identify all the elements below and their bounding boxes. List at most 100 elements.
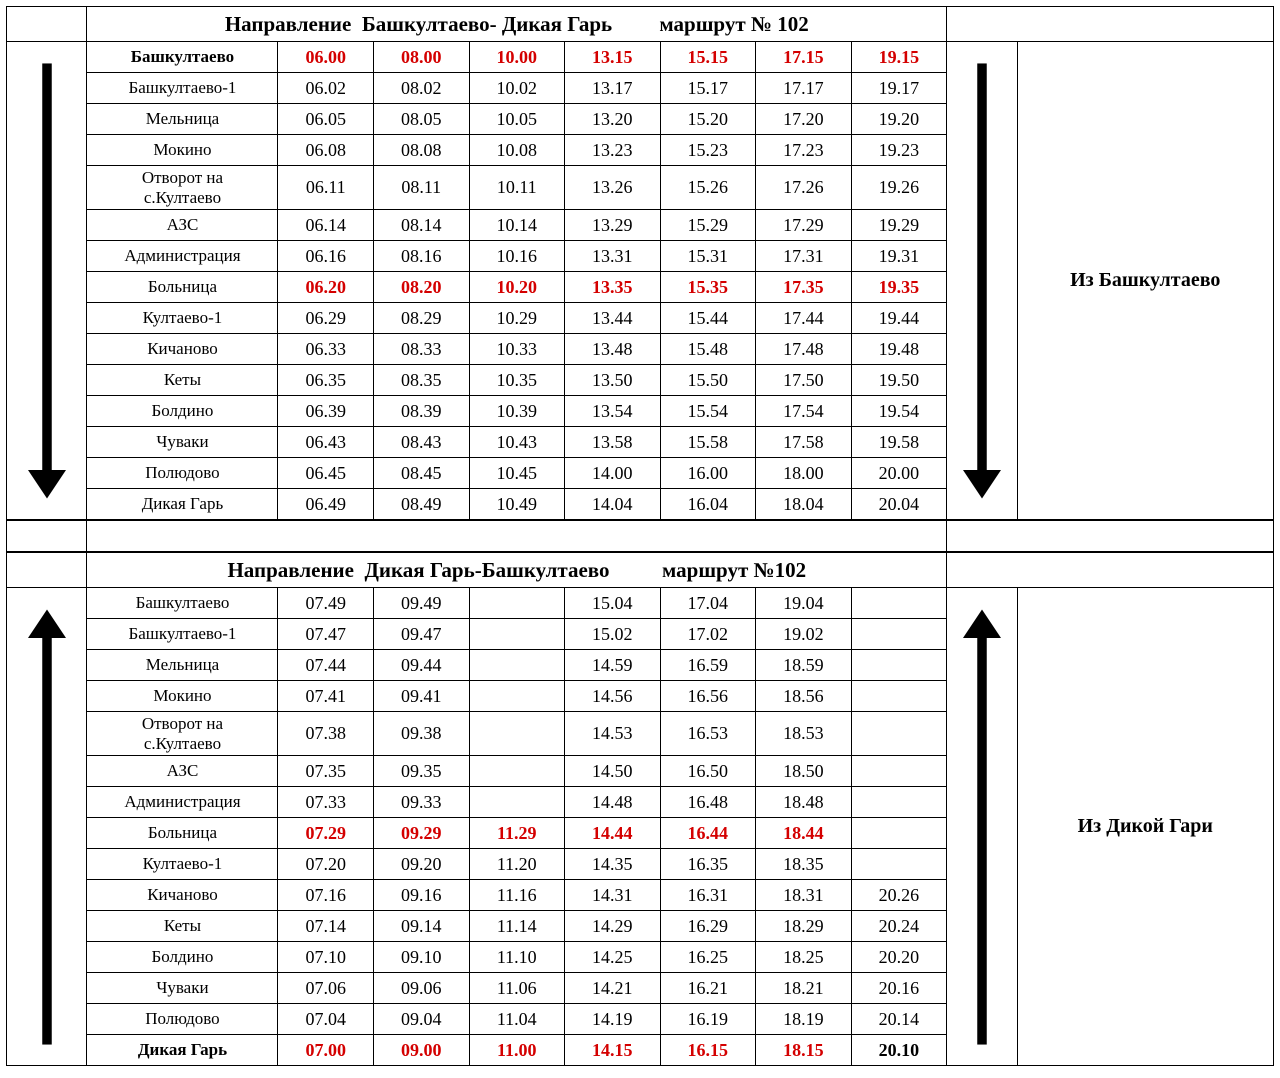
stop-name: Кичаново <box>87 334 278 365</box>
time-cell: 17.48 <box>756 334 852 365</box>
time-cell: 08.08 <box>374 135 470 166</box>
time-cell: 10.11 <box>469 166 565 210</box>
time-cell: 13.17 <box>565 73 661 104</box>
time-cell: 20.20 <box>851 942 947 973</box>
stop-name: Култаево-1 <box>87 849 278 880</box>
time-cell: 18.50 <box>756 756 852 787</box>
time-cell: 09.14 <box>374 911 470 942</box>
time-cell: 18.48 <box>756 787 852 818</box>
time-cell: 13.31 <box>565 241 661 272</box>
time-cell: 13.58 <box>565 427 661 458</box>
time-cell: 07.14 <box>278 911 374 942</box>
time-cell: 16.59 <box>660 650 756 681</box>
time-cell: 09.29 <box>374 818 470 849</box>
time-cell: 06.00 <box>278 42 374 73</box>
time-cell: 07.38 <box>278 712 374 756</box>
time-cell: 10.00 <box>469 42 565 73</box>
time-cell: 17.44 <box>756 303 852 334</box>
stop-name: Башкултаево-1 <box>87 619 278 650</box>
time-cell: 14.21 <box>565 973 661 1004</box>
time-cell <box>469 681 565 712</box>
time-cell: 18.15 <box>756 1035 852 1066</box>
time-cell: 16.48 <box>660 787 756 818</box>
time-cell: 09.10 <box>374 942 470 973</box>
time-cell: 18.29 <box>756 911 852 942</box>
time-cell: 10.08 <box>469 135 565 166</box>
stop-name: Отворот нас.Култаево <box>87 166 278 210</box>
time-cell: 15.23 <box>660 135 756 166</box>
stop-name: Башкултаево <box>87 42 278 73</box>
time-cell: 17.20 <box>756 104 852 135</box>
time-cell: 17.50 <box>756 365 852 396</box>
time-cell: 15.54 <box>660 396 756 427</box>
time-cell: 07.33 <box>278 787 374 818</box>
stop-name: Администрация <box>87 241 278 272</box>
header-right-blank <box>947 553 1274 588</box>
time-cell: 14.15 <box>565 1035 661 1066</box>
time-cell: 09.44 <box>374 650 470 681</box>
time-cell: 15.58 <box>660 427 756 458</box>
time-cell: 20.24 <box>851 911 947 942</box>
time-cell: 11.29 <box>469 818 565 849</box>
time-cell: 19.58 <box>851 427 947 458</box>
header-left-blank <box>7 553 87 588</box>
stop-name: Мокино <box>87 681 278 712</box>
time-cell: 17.31 <box>756 241 852 272</box>
header-left-blank <box>7 7 87 42</box>
time-cell: 19.20 <box>851 104 947 135</box>
time-cell: 15.26 <box>660 166 756 210</box>
time-cell <box>851 619 947 650</box>
time-cell: 16.00 <box>660 458 756 489</box>
time-cell: 19.15 <box>851 42 947 73</box>
time-cell: 10.02 <box>469 73 565 104</box>
time-cell: 09.33 <box>374 787 470 818</box>
time-cell: 13.26 <box>565 166 661 210</box>
stop-name: Администрация <box>87 787 278 818</box>
time-cell: 08.29 <box>374 303 470 334</box>
stop-name: Болдино <box>87 396 278 427</box>
time-cell: 07.00 <box>278 1035 374 1066</box>
time-cell: 17.04 <box>660 588 756 619</box>
time-cell: 08.35 <box>374 365 470 396</box>
section-spacer <box>6 520 1274 552</box>
time-cell: 11.04 <box>469 1004 565 1035</box>
schedule-table-2: Направление Дикая Гарь-Башкултаево маршр… <box>6 552 1274 1066</box>
time-cell: 06.45 <box>278 458 374 489</box>
stop-name: Башкултаево-1 <box>87 73 278 104</box>
time-cell: 14.44 <box>565 818 661 849</box>
time-cell: 18.53 <box>756 712 852 756</box>
time-cell: 19.26 <box>851 166 947 210</box>
stop-name: Кеты <box>87 911 278 942</box>
time-cell: 14.50 <box>565 756 661 787</box>
time-cell: 18.31 <box>756 880 852 911</box>
time-cell: 14.53 <box>565 712 661 756</box>
time-cell <box>851 650 947 681</box>
time-cell: 06.49 <box>278 489 374 520</box>
time-cell: 18.00 <box>756 458 852 489</box>
time-cell: 16.44 <box>660 818 756 849</box>
time-cell: 09.06 <box>374 973 470 1004</box>
time-cell: 17.02 <box>660 619 756 650</box>
time-cell: 17.58 <box>756 427 852 458</box>
time-cell: 17.26 <box>756 166 852 210</box>
time-cell: 14.35 <box>565 849 661 880</box>
time-cell: 18.56 <box>756 681 852 712</box>
time-cell: 09.38 <box>374 712 470 756</box>
time-cell: 09.20 <box>374 849 470 880</box>
time-cell: 10.14 <box>469 210 565 241</box>
time-cell: 07.20 <box>278 849 374 880</box>
time-cell <box>469 787 565 818</box>
stop-name: АЗС <box>87 210 278 241</box>
time-cell: 10.39 <box>469 396 565 427</box>
stop-name: Отворот нас.Култаево <box>87 712 278 756</box>
time-cell: 06.43 <box>278 427 374 458</box>
time-cell <box>469 712 565 756</box>
stop-name: Болдино <box>87 942 278 973</box>
time-cell: 10.20 <box>469 272 565 303</box>
time-cell: 15.20 <box>660 104 756 135</box>
time-cell: 08.20 <box>374 272 470 303</box>
arrow-left <box>7 42 87 520</box>
time-cell: 07.47 <box>278 619 374 650</box>
time-cell: 07.06 <box>278 973 374 1004</box>
time-cell: 09.04 <box>374 1004 470 1035</box>
